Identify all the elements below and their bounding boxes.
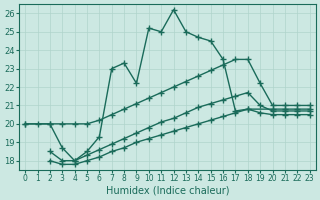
X-axis label: Humidex (Indice chaleur): Humidex (Indice chaleur) <box>106 186 229 196</box>
